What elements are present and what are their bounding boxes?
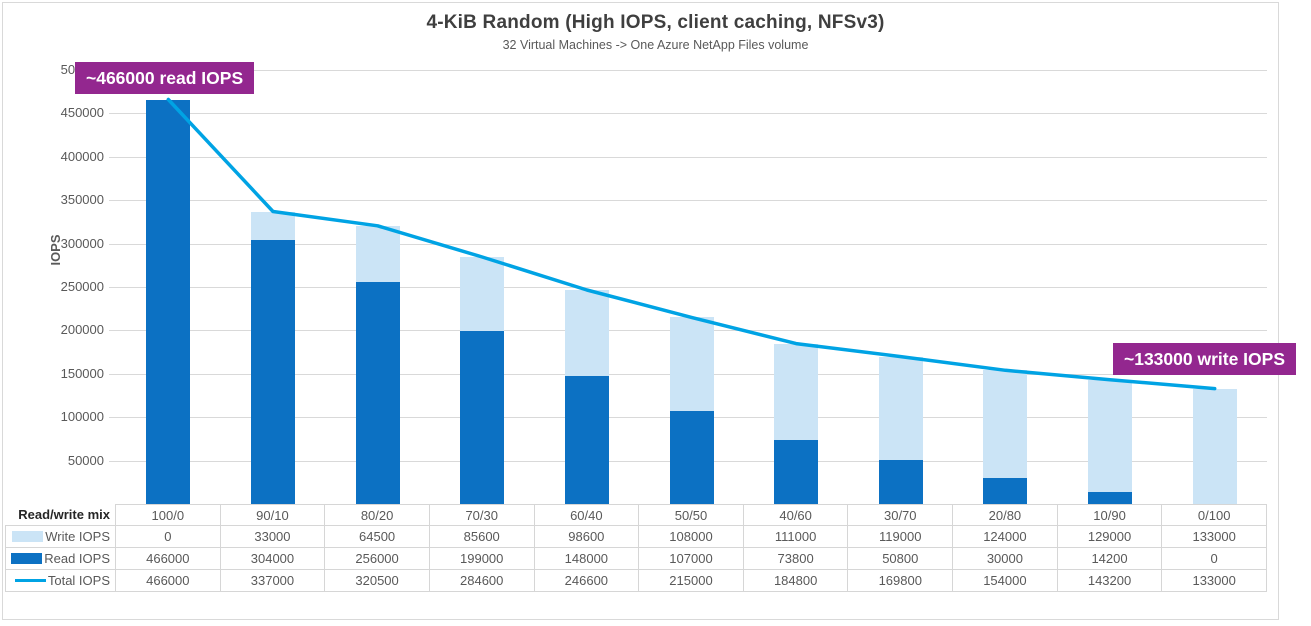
value-cell: 64500: [325, 526, 430, 548]
value-cell: 108000: [639, 526, 744, 548]
read-iops-bar: [1088, 491, 1132, 504]
write-iops-bar: [983, 370, 1028, 478]
value-cell: 0: [116, 526, 221, 548]
legend-row-header: Total IOPS: [5, 570, 116, 592]
value-cell: 284600: [429, 570, 535, 592]
category-cell: 50/50: [639, 504, 744, 526]
read-iops-bar: [146, 99, 191, 504]
read-iops-bar: [983, 478, 1028, 504]
legend-row-header: Write IOPS: [5, 526, 116, 548]
value-cell: 124000: [953, 526, 1058, 548]
value-cell: 304000: [220, 548, 326, 570]
total-iops-legend-swatch: [14, 579, 46, 582]
y-tick-label: 400000: [60, 148, 104, 164]
y-tick-label: 150000: [60, 365, 104, 381]
category-cell: 30/70: [848, 504, 954, 526]
y-tick-label: 300000: [60, 235, 104, 251]
write-iops-bar: [774, 343, 819, 440]
write-iops-bar: [251, 211, 295, 241]
value-cell: 215000: [639, 570, 744, 592]
write-iops-bar: [460, 257, 505, 332]
value-cell: 256000: [325, 548, 430, 570]
gridline: [109, 113, 1267, 115]
category-cell: 20/80: [953, 504, 1058, 526]
category-cell: 70/30: [429, 504, 535, 526]
value-cell: 143200: [1057, 570, 1163, 592]
write-iops-bar: [355, 225, 400, 282]
write-iops-legend-swatch: [12, 531, 44, 542]
category-cell: 0/100: [1162, 504, 1267, 526]
value-cell: 466000: [116, 570, 221, 592]
value-cell: 466000: [116, 548, 221, 570]
value-cell: 129000: [1057, 526, 1163, 548]
value-cell: 0: [1162, 548, 1267, 570]
table-row-header-mix: Read/write mix: [5, 504, 116, 526]
value-cell: 111000: [743, 526, 849, 548]
gridline: [109, 156, 1267, 158]
row-header-label: Read/write mix: [18, 507, 110, 522]
row-header-label: Total IOPS: [47, 573, 110, 588]
value-cell: 169800: [848, 570, 954, 592]
figure-border: [2, 2, 1279, 620]
category-cell: 80/20: [325, 504, 430, 526]
row-header-label: Write IOPS: [45, 529, 110, 544]
value-cell: 107000: [639, 548, 744, 570]
read-peak-annotation: ~466000 read IOPS: [75, 62, 255, 94]
value-cell: 33000: [220, 526, 326, 548]
value-cell: 337000: [220, 570, 326, 592]
write-iops-bar: [1088, 379, 1132, 492]
value-cell: 199000: [429, 548, 535, 570]
category-cell: 100/0: [116, 504, 221, 526]
chart-subtitle: 32 Virtual Machines -> One Azure NetApp …: [502, 38, 809, 52]
y-tick-label: 200000: [60, 322, 104, 338]
chart-title: 4-KiB Random (High IOPS, client caching,…: [426, 12, 885, 33]
value-cell: 133000: [1162, 570, 1267, 592]
y-tick-label: 450000: [60, 105, 104, 121]
gridline: [109, 70, 1267, 71]
read-iops-bar: [355, 281, 400, 504]
read-iops-bar: [564, 375, 609, 504]
value-cell: 73800: [743, 548, 849, 570]
read-iops-legend-swatch: [11, 553, 43, 564]
value-cell: 148000: [534, 548, 640, 570]
value-cell: 320500: [325, 570, 430, 592]
y-tick-label: 100000: [60, 409, 104, 425]
write-iops-bar: [1192, 388, 1237, 504]
write-iops-bar: [878, 356, 923, 460]
value-cell: 246600: [534, 570, 640, 592]
value-cell: 119000: [848, 526, 954, 548]
write-iops-bar: [564, 290, 609, 376]
y-tick-label: 50000: [67, 452, 104, 468]
read-iops-bar: [669, 411, 714, 504]
category-cell: 60/40: [534, 504, 640, 526]
value-cell: 14200: [1057, 548, 1163, 570]
data-table: Read/write mix 100/0 90/10 80/20 70/30 60/40 5…: [5, 504, 1267, 592]
read-iops-bar: [878, 459, 923, 504]
read-iops-bar: [251, 240, 295, 504]
read-iops-bar: [460, 331, 505, 504]
write-iops-bar: [669, 317, 714, 412]
row-header-label: Read IOPS: [44, 551, 110, 566]
category-cell: 40/60: [743, 504, 849, 526]
y-tick-label: 250000: [60, 279, 104, 294]
value-cell: 50800: [848, 548, 954, 570]
category-cell: 10/90: [1057, 504, 1163, 526]
value-cell: 30000: [953, 548, 1058, 570]
value-cell: 85600: [429, 526, 535, 548]
legend-row-header: Read IOPS: [5, 548, 116, 570]
category-cell: 90/10: [220, 504, 326, 526]
value-cell: 133000: [1162, 526, 1267, 548]
value-cell: 98600: [534, 526, 640, 548]
gridline: [109, 200, 1267, 202]
value-cell: 184800: [743, 570, 849, 592]
write-peak-annotation: ~133000 write IOPS: [1113, 343, 1297, 375]
value-cell: 154000: [953, 570, 1058, 592]
y-tick-label: 350000: [60, 192, 104, 208]
read-iops-bar: [774, 439, 819, 504]
